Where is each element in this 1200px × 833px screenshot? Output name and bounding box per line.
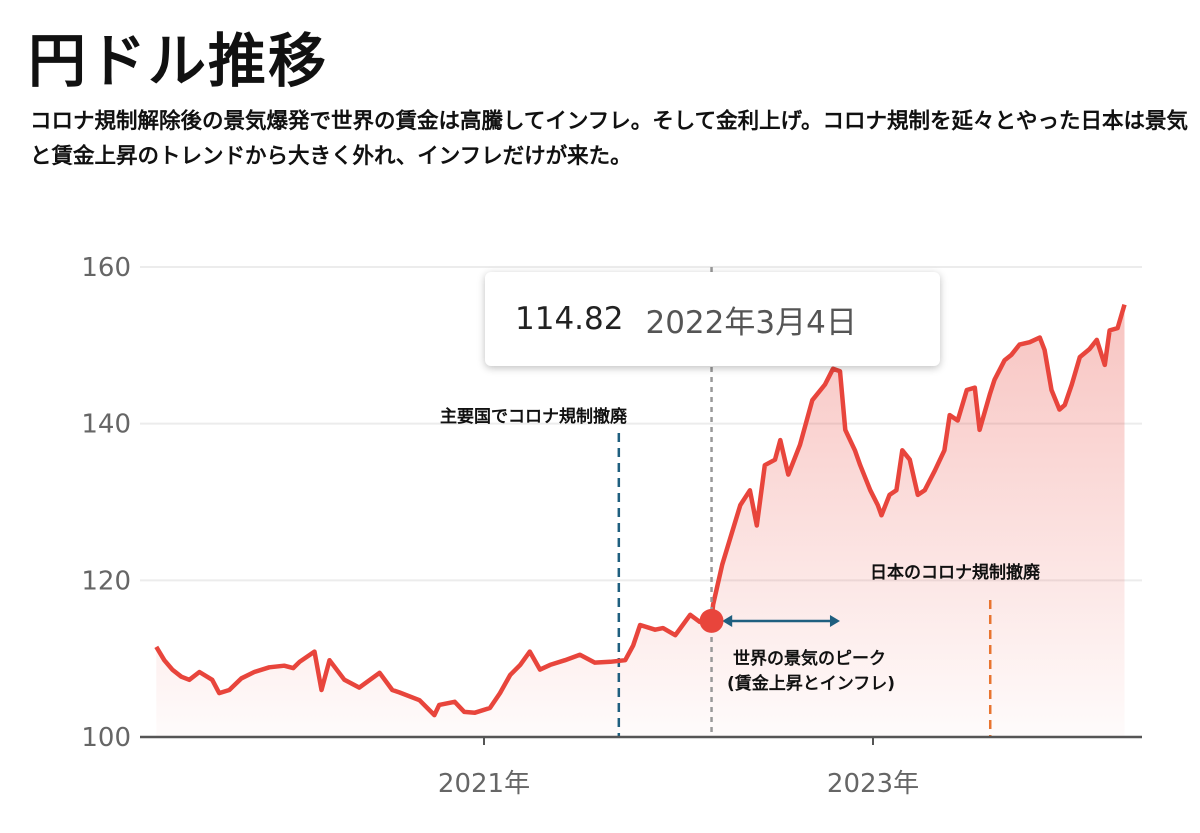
annotation-label-peak-line2: (賃金上昇とインフレ): [727, 673, 895, 694]
x-axis-ticks: 2021年 2023年: [438, 737, 919, 799]
annotations: [617, 433, 992, 737]
arrow-left-head: [722, 615, 733, 627]
arrow-right-head: [829, 615, 840, 627]
tooltip: 114.82 2022年3月4日: [485, 272, 940, 366]
annotation-label-peak-line1: 世界の景気のピーク: [733, 648, 886, 669]
y-tick-label: 160: [81, 253, 131, 283]
page-subtitle: コロナ規制解除後の景気爆発で世界の賃金は高騰してインフレ。そして金利上げ。コロナ…: [30, 109, 1188, 169]
x-tick-label: 2021年: [438, 769, 530, 799]
highlight-point[interactable]: [699, 608, 724, 633]
y-tick-label: 140: [81, 410, 131, 440]
series-line: [154, 303, 1127, 718]
tooltip-date: 2022年3月4日: [645, 304, 857, 341]
page-title: 円ドル推移: [28, 27, 329, 95]
y-tick-label: 100: [81, 723, 131, 753]
annotation-label-major-countries: 主要国でコロナ規制撤廃: [440, 406, 628, 427]
area-fill: [156, 304, 1125, 737]
y-tick-label: 120: [81, 566, 131, 596]
tooltip-value: 114.82: [515, 301, 624, 337]
x-tick-label: 2023年: [827, 769, 919, 799]
y-axis-ticks: 100 120 140 160: [81, 253, 131, 753]
annotation-label-japan: 日本のコロナ規制撤廃: [870, 562, 1041, 583]
